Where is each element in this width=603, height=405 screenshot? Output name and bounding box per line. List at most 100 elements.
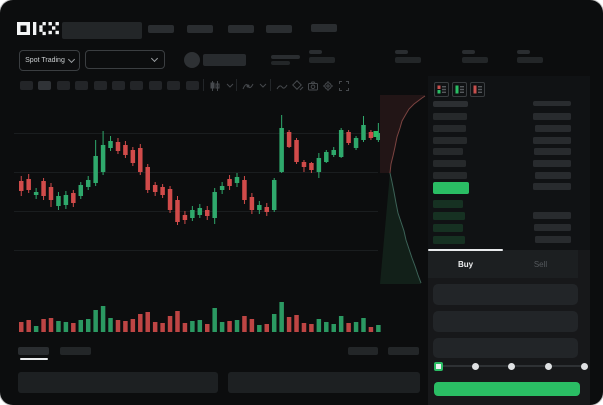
bid-size-bar[interactable]	[535, 236, 571, 243]
volume-bar	[123, 321, 128, 332]
bid-price-bar[interactable]	[433, 236, 465, 244]
volume-bar	[190, 321, 195, 332]
price-input[interactable]	[433, 284, 578, 305]
settings-icon[interactable]	[322, 80, 334, 92]
tab-sell[interactable]: Sell	[533, 260, 548, 269]
candle-body	[271, 180, 277, 210]
fullscreen-icon[interactable]	[338, 80, 350, 92]
candle-type-icon[interactable]	[209, 80, 221, 92]
candle-body	[338, 130, 344, 157]
ask-size-bar[interactable]	[534, 148, 571, 156]
volume-bar	[56, 321, 61, 332]
candle-body	[324, 152, 329, 162]
slider-stop-25-percent[interactable]	[471, 363, 479, 370]
line-tool-icon[interactable]	[276, 81, 288, 93]
volume-bar	[71, 323, 76, 332]
nav-item-4[interactable]	[266, 25, 292, 33]
stat-label-2	[395, 50, 408, 54]
ask-price-bar[interactable]	[433, 148, 463, 156]
ask-size-bar[interactable]	[535, 172, 571, 179]
ask-size-bar[interactable]	[535, 124, 571, 132]
slider-stop-50-percent[interactable]	[508, 363, 515, 370]
last-price-size-bar[interactable]	[533, 183, 571, 190]
tab-buy[interactable]: Buy	[457, 260, 474, 269]
bids-only-view-icon[interactable]	[452, 82, 467, 97]
ask-price-bar[interactable]	[433, 124, 466, 132]
ask-price-bar[interactable]	[433, 160, 466, 168]
ask-size-bar[interactable]	[533, 160, 571, 168]
volume-label-placeholder	[18, 347, 49, 355]
candle-body	[85, 180, 91, 187]
market-type-dropdown[interactable]: Spot Trading	[19, 50, 80, 71]
timeframe-button-10[interactable]	[185, 81, 199, 90]
total-input[interactable]	[433, 338, 578, 358]
stat-label-1	[309, 50, 322, 54]
timeframe-button-8[interactable]	[148, 81, 162, 90]
timeframe-button-2[interactable]	[38, 81, 52, 90]
bid-size-bar[interactable]	[534, 224, 571, 231]
candle-body	[227, 179, 232, 186]
orders-panel-placeholder-1[interactable]	[18, 372, 218, 393]
toolbar-divider	[236, 79, 237, 91]
ask-size-bar[interactable]	[533, 113, 571, 120]
ask-size-bar[interactable]	[533, 136, 571, 144]
timeframe-button-6[interactable]	[112, 81, 125, 90]
nav-item-5[interactable]	[311, 24, 337, 32]
nav-item-1[interactable]	[148, 25, 174, 33]
orders-panel-placeholder-2[interactable]	[228, 372, 420, 393]
amount-input[interactable]	[433, 311, 578, 332]
okx-logo[interactable]	[17, 21, 60, 41]
slider-stop-75-percent[interactable]	[544, 363, 552, 370]
bid-price-bar[interactable]	[433, 200, 463, 208]
candle-body	[78, 185, 84, 196]
coin-avatar	[184, 52, 200, 68]
volume-bar	[145, 312, 150, 332]
timeframe-button-4[interactable]	[75, 81, 89, 90]
timeframe-button-9[interactable]	[167, 81, 181, 90]
ask-price-bar[interactable]	[433, 172, 467, 179]
combined-book-view-icon[interactable]	[434, 82, 449, 97]
candle-body	[93, 156, 98, 183]
bid-price-bar[interactable]	[433, 224, 463, 232]
slider-stop-100-percent[interactable]	[581, 363, 588, 370]
active-bottom-tab-indicator	[20, 358, 48, 360]
stat-label-3	[462, 50, 475, 54]
search-input[interactable]	[62, 22, 142, 39]
nav-item-3[interactable]	[228, 25, 254, 33]
book-header-amount	[533, 101, 571, 106]
nav-item-2[interactable]	[187, 25, 213, 33]
active-tab-indicator	[428, 249, 503, 251]
chevron-down-icon[interactable]	[225, 83, 237, 95]
last-price-highlight[interactable]	[433, 182, 469, 194]
slider-handle-0-percent[interactable]	[434, 362, 443, 371]
timeframe-button-7[interactable]	[130, 81, 144, 90]
camera-icon[interactable]	[307, 80, 319, 92]
ask-price-bar[interactable]	[433, 136, 467, 144]
volume-bar	[138, 314, 143, 332]
compare-icon[interactable]	[292, 80, 304, 92]
buy-submit-button[interactable]	[434, 382, 580, 396]
timeframe-button-1[interactable]	[20, 81, 33, 90]
candle-body	[190, 210, 195, 218]
timeframe-button-3[interactable]	[56, 81, 70, 90]
volume-bar	[100, 306, 106, 332]
stat-value-3	[462, 57, 488, 63]
bid-price-bar[interactable]	[433, 212, 465, 220]
bid-size-bar[interactable]	[533, 212, 571, 219]
volume-bar	[152, 322, 158, 332]
volume-bar	[286, 317, 292, 332]
pair-selector-dropdown[interactable]	[85, 50, 165, 69]
candle-body	[63, 195, 69, 205]
volume-bar	[361, 318, 366, 332]
candle-body	[331, 150, 336, 155]
ask-price-bar[interactable]	[433, 113, 467, 120]
chevron-down-icon[interactable]	[258, 83, 270, 95]
volume-bar	[205, 324, 210, 332]
indicators-icon[interactable]	[242, 80, 254, 92]
volume-bar	[264, 324, 270, 332]
timeframe-button-5[interactable]	[93, 81, 107, 90]
asks-only-view-icon[interactable]	[470, 82, 485, 97]
volume-bar	[33, 326, 39, 332]
volume-bar	[301, 323, 307, 332]
